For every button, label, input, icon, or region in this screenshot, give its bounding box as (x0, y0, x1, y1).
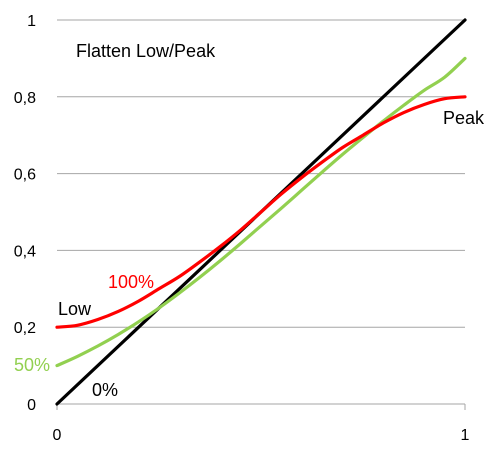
annotation-50-percent: 50% (14, 355, 50, 375)
annotation-100-percent: 100% (108, 272, 154, 292)
y-tick-label: 0,2 (14, 320, 36, 337)
x-tick-label: 0 (53, 427, 62, 444)
series-line-50-percent (55, 56, 467, 368)
chart-title: Flatten Low/Peak (76, 41, 216, 61)
y-tick-label: 0,6 (14, 167, 36, 184)
x-tick-label: 1 (461, 427, 470, 444)
annotation-peak: Peak (443, 108, 485, 128)
y-tick-label: 0,4 (14, 243, 36, 260)
y-tick-label: 1 (27, 13, 36, 30)
annotation-0-percent: 0% (92, 380, 118, 400)
annotation-low: Low (58, 299, 92, 319)
gridlines (57, 19, 465, 328)
series-lines (55, 18, 467, 406)
series-line-100-percent (55, 95, 467, 329)
y-tick-label: 0,8 (14, 90, 36, 107)
y-tick-label: 0 (27, 397, 36, 414)
axes (56, 403, 466, 410)
y-tick-labels: 0 0,2 0,4 0,6 0,8 1 (14, 13, 36, 414)
